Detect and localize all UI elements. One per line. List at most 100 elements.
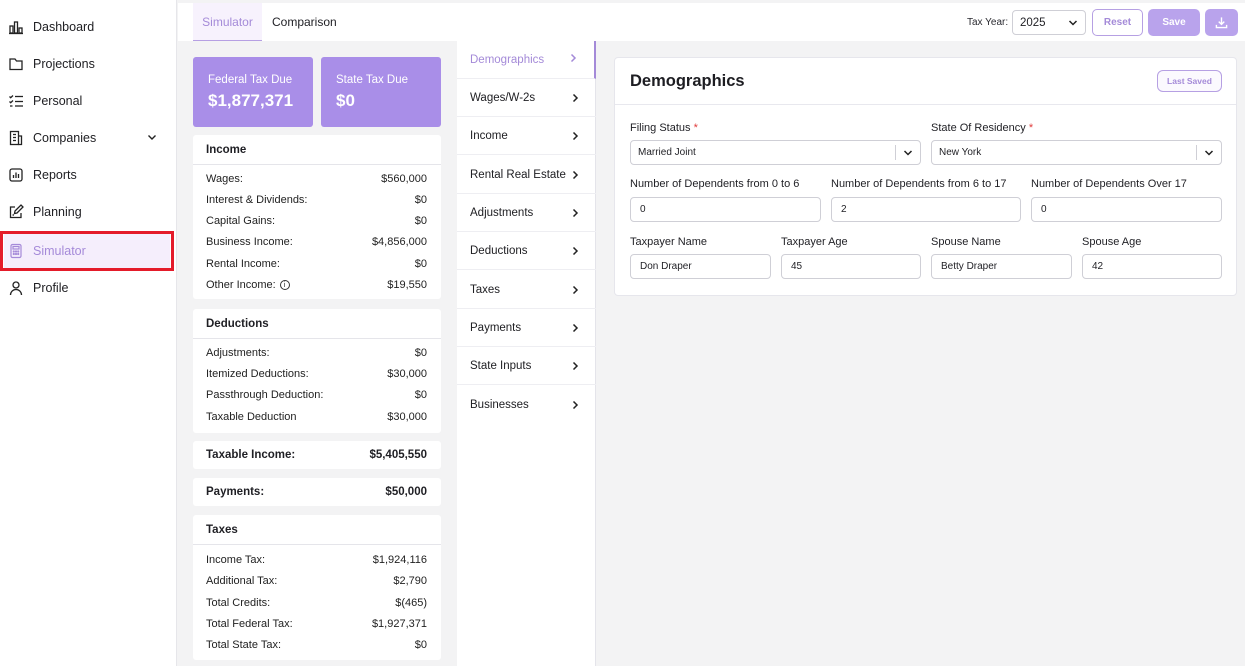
- demographics-form: Demographics Last Saved Filing Status * …: [614, 57, 1237, 296]
- state-tax-label: State Tax Due: [336, 74, 409, 86]
- tax-year-select[interactable]: 2025: [1012, 10, 1086, 35]
- chevron-right-icon: [572, 170, 579, 180]
- tax-row: Income Tax: $1,924,116: [206, 554, 427, 566]
- section-adjustments[interactable]: Adjustments: [457, 194, 596, 232]
- section-wages[interactable]: Wages/W-2s: [457, 79, 596, 117]
- sidebar-item-label: Profile: [33, 281, 69, 295]
- sidebar-item-profile[interactable]: Profile: [4, 271, 170, 305]
- sidebar-item-dashboard[interactable]: Dashboard: [4, 10, 170, 44]
- sidebar-item-label: Projections: [33, 57, 95, 71]
- report-icon: [8, 167, 24, 183]
- taxes-panel: Taxes Income Tax: $1,924,116 Additional T…: [193, 515, 441, 660]
- dependents-over-17-input[interactable]: 0: [1031, 197, 1222, 222]
- taxpayer-age-input[interactable]: 45: [781, 254, 921, 279]
- spouse-name-input[interactable]: Betty Draper: [931, 254, 1072, 279]
- sidebar-item-reports[interactable]: Reports: [4, 158, 170, 192]
- section-income[interactable]: Income: [457, 117, 596, 155]
- income-row: Interest & Dividends: $0: [206, 194, 427, 206]
- income-row: Rental Income: $0: [206, 258, 427, 270]
- dependents-6-17-input[interactable]: 2: [831, 197, 1021, 222]
- sidebar-item-projections[interactable]: Projections: [4, 47, 170, 81]
- sidebar-item-planning[interactable]: Planning: [4, 195, 170, 229]
- sidebar-item-simulator[interactable]: Simulator: [4, 234, 170, 268]
- section-taxes[interactable]: Taxes: [457, 271, 596, 309]
- filing-status-select[interactable]: Married Joint: [630, 140, 921, 165]
- taxpayer-name-input[interactable]: Don Draper: [630, 254, 771, 279]
- reset-button[interactable]: Reset: [1092, 9, 1143, 36]
- user-icon: [8, 280, 24, 296]
- tax-row: Total State Tax: $0: [206, 639, 427, 651]
- tax-year-value: 2025: [1020, 16, 1046, 29]
- federal-tax-value: $1,877,371: [208, 91, 294, 110]
- tab-simulator[interactable]: Simulator: [193, 3, 262, 41]
- chevron-down-icon: [1068, 20, 1078, 26]
- tax-row: Total Credits: $(465): [206, 597, 427, 609]
- spouse-age-input[interactable]: 42: [1082, 254, 1222, 279]
- divider: [615, 104, 1236, 105]
- deduction-row: Adjustments: $0: [206, 347, 427, 359]
- checklist-icon: [8, 93, 24, 109]
- section-payments[interactable]: Payments: [457, 309, 596, 347]
- tax-year-label: Tax Year:: [967, 17, 1009, 28]
- section-deductions[interactable]: Deductions: [457, 232, 596, 270]
- sidebar-item-label: Companies: [33, 131, 97, 145]
- sidebar-item-label: Personal: [33, 94, 83, 108]
- dependents-6-17-label: Number of Dependents from 6 to 17: [831, 178, 1007, 190]
- tax-row: Additional Tax: $2,790: [206, 575, 427, 587]
- chevron-down-icon[interactable]: [146, 131, 158, 143]
- info-icon[interactable]: i: [279, 280, 290, 290]
- chevron-right-icon: [570, 53, 577, 63]
- section-rental-real-estate[interactable]: Rental Real Estate: [457, 156, 596, 194]
- income-row: Business Income: $4,856,000: [206, 236, 427, 248]
- section-nav: Demographics Wages/W-2s Income Rental Re…: [457, 41, 596, 666]
- state-of-residency-label: State Of Residency *: [931, 122, 1034, 134]
- state-of-residency-select[interactable]: New York: [931, 140, 1222, 165]
- deduction-row: Itemized Deductions: $30,000: [206, 368, 427, 380]
- sidebar-item-companies[interactable]: Companies: [4, 121, 170, 155]
- income-title: Income: [193, 135, 441, 165]
- income-row: Wages: $560,000: [206, 173, 427, 185]
- tax-row: Total Federal Tax: $1,927,371: [206, 618, 427, 630]
- sidebar-item-label: Reports: [33, 168, 77, 182]
- chevron-right-icon: [572, 323, 579, 333]
- last-saved-button[interactable]: Last Saved: [1157, 70, 1222, 92]
- tab-comparison[interactable]: Comparison: [272, 15, 337, 29]
- dependents-over-17-label: Number of Dependents Over 17: [1031, 178, 1187, 190]
- chevron-right-icon: [572, 208, 579, 218]
- download-button[interactable]: [1205, 9, 1238, 36]
- chevron-right-icon: [572, 246, 579, 256]
- chevron-right-icon: [572, 361, 579, 371]
- federal-tax-card: Federal Tax Due $1,877,371: [193, 57, 313, 127]
- payments-label: Payments:: [206, 486, 265, 498]
- spouse-age-label: Spouse Age: [1082, 236, 1142, 248]
- income-panel: Income Wages: $560,000 Interest & Dividen…: [193, 135, 441, 299]
- filing-status-label: Filing Status *: [630, 122, 698, 134]
- payments-value: $50,000: [385, 486, 427, 498]
- chevron-right-icon: [572, 131, 579, 141]
- calculator-icon: [8, 243, 24, 259]
- income-row: Other Income: i $19,550: [206, 279, 427, 291]
- chevron-down-icon: [903, 150, 913, 156]
- sidebar: Dashboard Projections Personal Companies…: [0, 0, 177, 666]
- chevron-right-icon: [572, 93, 579, 103]
- save-button[interactable]: Save: [1148, 9, 1200, 36]
- sidebar-item-label: Dashboard: [33, 20, 95, 34]
- section-state-inputs[interactable]: State Inputs: [457, 347, 596, 385]
- dependents-0-6-input[interactable]: 0: [630, 197, 821, 222]
- dependents-0-6-label: Number of Dependents from 0 to 6: [630, 178, 800, 190]
- download-icon: [1215, 17, 1228, 29]
- deductions-panel: Deductions Adjustments: $0 Itemized Deduc…: [193, 309, 441, 433]
- state-tax-card: State Tax Due $0: [321, 57, 441, 127]
- income-row: Capital Gains: $0: [206, 215, 427, 227]
- section-demographics[interactable]: Demographics: [457, 41, 596, 79]
- sidebar-item-personal[interactable]: Personal: [4, 84, 170, 118]
- taxpayer-age-label: Taxpayer Age: [781, 236, 848, 248]
- sidebar-item-label: Simulator: [33, 244, 86, 258]
- taxpayer-name-label: Taxpayer Name: [630, 236, 708, 248]
- deduction-row: Passthrough Deduction: $0: [206, 389, 427, 401]
- deductions-title: Deductions: [193, 309, 441, 339]
- spouse-name-label: Spouse Name: [931, 236, 1001, 248]
- taxes-title: Taxes: [193, 515, 441, 545]
- section-businesses[interactable]: Businesses: [457, 386, 596, 424]
- building-icon: [8, 130, 24, 146]
